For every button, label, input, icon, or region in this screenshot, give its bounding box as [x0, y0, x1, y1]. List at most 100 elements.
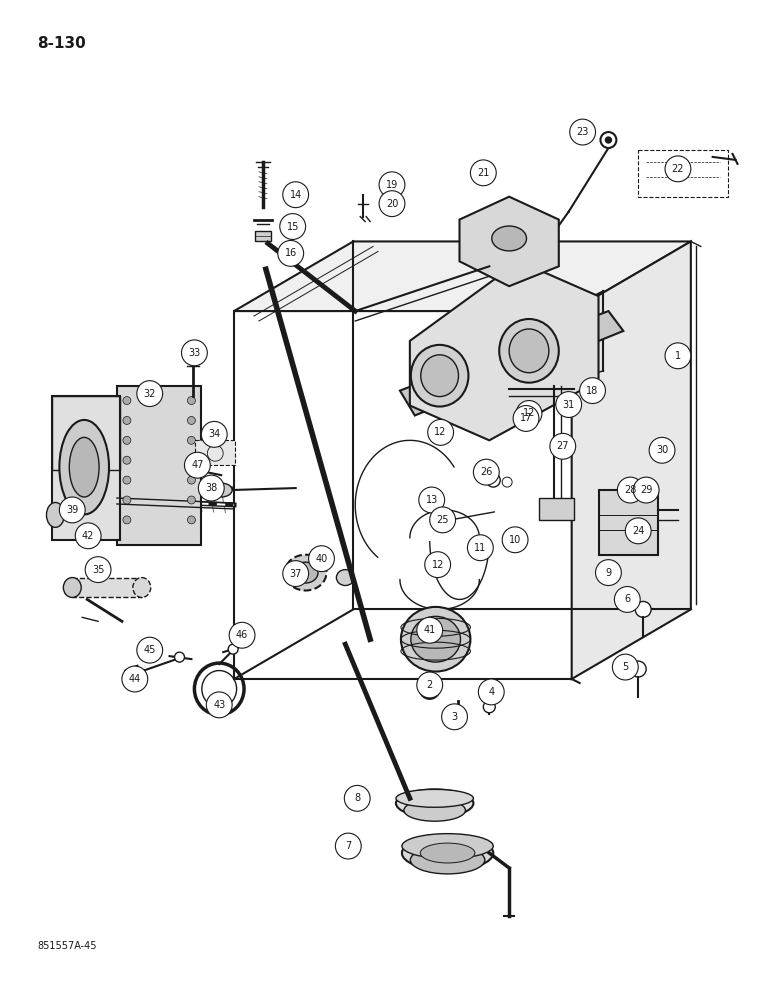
Polygon shape — [255, 232, 271, 241]
Circle shape — [484, 701, 495, 713]
Circle shape — [123, 456, 131, 464]
Circle shape — [187, 397, 196, 405]
Text: 22: 22 — [672, 164, 684, 174]
Polygon shape — [410, 261, 598, 440]
Circle shape — [425, 552, 451, 578]
Ellipse shape — [285, 555, 327, 590]
Circle shape — [595, 560, 622, 586]
Circle shape — [569, 119, 595, 145]
Text: 29: 29 — [640, 485, 652, 495]
Circle shape — [417, 617, 442, 643]
Text: 1: 1 — [675, 351, 681, 361]
Circle shape — [470, 160, 496, 186]
Circle shape — [612, 654, 638, 680]
Ellipse shape — [402, 836, 493, 870]
Circle shape — [430, 507, 456, 533]
Polygon shape — [638, 150, 728, 197]
Polygon shape — [117, 386, 201, 545]
Circle shape — [550, 433, 576, 459]
Text: 12: 12 — [523, 408, 535, 418]
Circle shape — [123, 416, 131, 424]
Circle shape — [615, 587, 640, 612]
Polygon shape — [73, 578, 142, 597]
Polygon shape — [52, 396, 120, 540]
Circle shape — [187, 476, 196, 484]
Circle shape — [278, 240, 303, 266]
Circle shape — [123, 436, 131, 444]
Text: 4: 4 — [488, 687, 495, 697]
Text: 23: 23 — [576, 127, 589, 137]
Circle shape — [201, 421, 227, 447]
Text: 14: 14 — [289, 190, 302, 200]
Ellipse shape — [420, 355, 459, 397]
Circle shape — [123, 476, 131, 484]
Ellipse shape — [293, 562, 318, 583]
Circle shape — [187, 416, 196, 424]
Ellipse shape — [133, 578, 151, 597]
Text: 16: 16 — [285, 248, 297, 258]
Circle shape — [335, 833, 361, 859]
Circle shape — [187, 516, 196, 524]
Ellipse shape — [499, 319, 558, 383]
Circle shape — [665, 343, 691, 369]
Circle shape — [123, 397, 131, 405]
Text: 12: 12 — [431, 560, 444, 570]
Text: 11: 11 — [474, 543, 487, 553]
Ellipse shape — [401, 607, 470, 672]
Ellipse shape — [509, 329, 549, 373]
Circle shape — [478, 679, 504, 705]
Circle shape — [665, 156, 691, 182]
Text: 21: 21 — [477, 168, 490, 178]
Text: 5: 5 — [622, 662, 629, 672]
Polygon shape — [539, 498, 573, 520]
Circle shape — [175, 652, 185, 662]
Circle shape — [417, 672, 442, 698]
Text: 20: 20 — [386, 199, 398, 209]
Circle shape — [473, 459, 499, 485]
Polygon shape — [459, 197, 558, 286]
Circle shape — [626, 518, 651, 544]
Circle shape — [283, 182, 309, 208]
Circle shape — [486, 473, 500, 487]
Circle shape — [85, 557, 111, 583]
Ellipse shape — [396, 789, 473, 807]
Ellipse shape — [69, 437, 99, 497]
Circle shape — [187, 436, 196, 444]
Circle shape — [441, 704, 467, 730]
Text: 47: 47 — [191, 460, 204, 470]
Ellipse shape — [411, 616, 460, 662]
Polygon shape — [400, 311, 623, 415]
Ellipse shape — [336, 570, 354, 586]
Circle shape — [502, 477, 512, 487]
Text: 8-130: 8-130 — [37, 36, 87, 51]
Text: 32: 32 — [144, 389, 156, 399]
Polygon shape — [572, 241, 691, 679]
Polygon shape — [196, 440, 235, 465]
Circle shape — [136, 381, 163, 407]
Circle shape — [635, 601, 651, 617]
Text: 37: 37 — [289, 569, 302, 579]
Ellipse shape — [491, 226, 526, 251]
Text: 25: 25 — [436, 515, 448, 525]
Circle shape — [633, 477, 659, 503]
Circle shape — [502, 527, 528, 553]
Text: 35: 35 — [92, 565, 105, 575]
Ellipse shape — [211, 483, 232, 497]
Text: 31: 31 — [562, 400, 575, 410]
Circle shape — [207, 692, 232, 718]
Text: 9: 9 — [605, 568, 612, 578]
Ellipse shape — [63, 578, 81, 597]
Circle shape — [556, 392, 582, 417]
Text: 10: 10 — [509, 535, 521, 545]
Text: 41: 41 — [424, 625, 436, 635]
Text: 12: 12 — [434, 427, 447, 437]
Ellipse shape — [411, 345, 469, 407]
Circle shape — [601, 132, 616, 148]
Circle shape — [427, 419, 453, 445]
Text: 3: 3 — [452, 712, 458, 722]
Circle shape — [198, 475, 224, 501]
Text: 45: 45 — [144, 645, 156, 655]
Text: 26: 26 — [480, 467, 492, 477]
Circle shape — [513, 406, 539, 431]
Text: 13: 13 — [426, 495, 438, 505]
